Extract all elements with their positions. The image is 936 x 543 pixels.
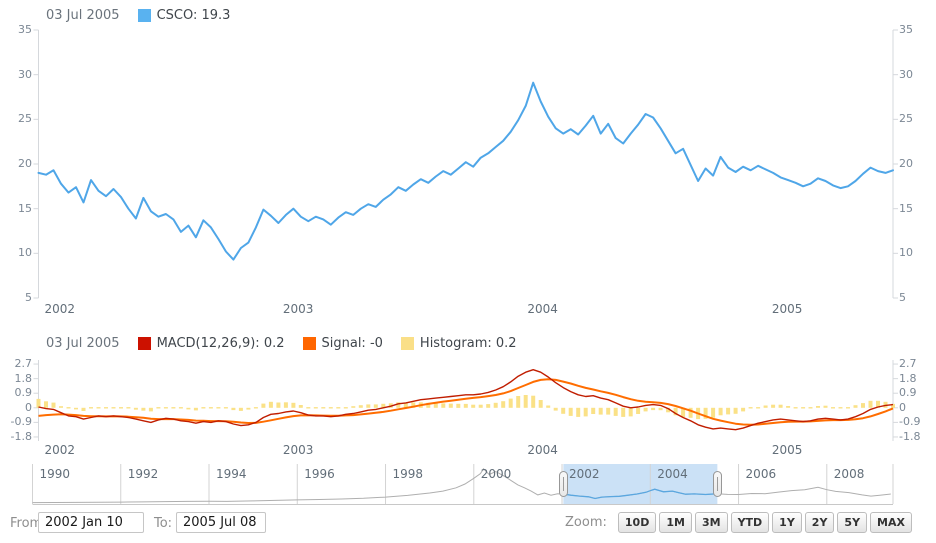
price-series-line: [37, 81, 894, 261]
scroller-year-label: 1992: [127, 467, 159, 481]
scroller-year-label: 2002: [569, 467, 600, 481]
histogram-series-swatch-icon: [400, 336, 414, 350]
csco-series-swatch-icon: [137, 8, 151, 22]
price-x-year-label: 2004: [527, 302, 558, 316]
macd-y-tick-label: 1.8: [14, 371, 33, 385]
macd-y-tick-label: 2.7: [14, 357, 33, 371]
macd-y-tick-label: -1.8: [899, 429, 921, 443]
price-legend: 03 Jul 2005 CSCO: 19.3: [46, 7, 248, 23]
macd-y-tick-label: 0: [899, 400, 906, 414]
macd-y-tick-label: 0.9: [899, 386, 917, 400]
macd-y-tick-label: -0.9: [899, 415, 921, 429]
macd-legend-signal: Signal: -0: [302, 335, 383, 351]
handle-grip-icon: [716, 477, 718, 491]
scroller-right-handle[interactable]: [712, 471, 722, 497]
macd-legend-label: MACD(12,26,9): 0.2: [156, 335, 285, 351]
scroller-year-label: 1990: [39, 467, 71, 481]
price-y-tick-label: 10: [899, 246, 913, 260]
price-legend-date: 03 Jul 2005: [46, 7, 120, 23]
macd-y-tick-label: -0.9: [10, 415, 32, 429]
zoom-button-ytd[interactable]: YTD: [730, 512, 770, 533]
zoom-button-3m[interactable]: 3M: [694, 512, 728, 533]
macd-y-tick-label: -1.8: [10, 429, 32, 443]
price-x-year-label: 2002: [44, 302, 76, 316]
zoom-button-1y[interactable]: 1Y: [772, 512, 802, 533]
histogram-bars: [36, 395, 895, 420]
price-legend-csco: CSCO: 19.3: [137, 7, 231, 23]
macd-legend-histogram: Histogram: 0.2: [400, 335, 517, 351]
macd-legend-macd: MACD(12,26,9): 0.2: [137, 335, 285, 351]
scroller-left-handle[interactable]: [558, 471, 568, 497]
to-date-input[interactable]: [176, 512, 266, 533]
price-x-year-label: 2003: [282, 302, 314, 316]
zoom-button-1m[interactable]: 1M: [659, 512, 692, 533]
price-y-tick-label: 5: [25, 291, 32, 304]
zoom-button-10d[interactable]: 10D: [617, 512, 657, 533]
signal-series-line: [38, 378, 894, 426]
zoom-label: Zoom:: [565, 515, 607, 530]
zoom-button-2y[interactable]: 2Y: [804, 512, 835, 533]
scroller-line: [32, 468, 891, 504]
price-y-tick-label: 30: [18, 67, 32, 81]
price-x-year-label: 2005: [771, 302, 803, 316]
signal-series-swatch-icon: [302, 336, 316, 350]
price-y-tick-label: 35: [899, 23, 913, 36]
price-y-tick-label: 15: [18, 201, 32, 215]
zoom-button-5y[interactable]: 5Y: [837, 512, 868, 533]
macd-legend-date: 03 Jul 2005: [46, 335, 120, 351]
histogram-legend-label: Histogram: 0.2: [419, 335, 517, 351]
macd-x-year-label: 2004: [527, 443, 558, 457]
zoom-buttons-group: 10D 1M 3M YTD 1Y 2Y 5Y MAX: [615, 512, 912, 533]
macd-y-tick-label: 0.9: [14, 386, 33, 400]
to-label: To:: [154, 516, 173, 531]
signal-legend-label: Signal: -0: [321, 335, 383, 351]
scroller-year-label: 2006: [745, 467, 777, 481]
handle-grip-icon: [562, 477, 564, 491]
scroller-year-label: 2004: [657, 467, 688, 481]
scroller-year-label: 1994: [216, 467, 247, 481]
macd-y-tick-label: 2.7: [899, 357, 917, 371]
macd-y-tick-label: 1.8: [899, 371, 917, 385]
price-y-tick-label: 20: [18, 157, 32, 170]
price-y-tick-label: 20: [899, 157, 913, 170]
price-y-tick-label: 35: [18, 23, 32, 36]
price-y-tick-label: 25: [899, 112, 913, 126]
price-y-tick-label: 15: [899, 201, 913, 215]
price-y-tick-label: 5: [899, 291, 906, 304]
price-y-tick-label: 30: [899, 67, 913, 81]
macd-x-year-label: 2005: [771, 443, 803, 457]
from-date-input[interactable]: [38, 512, 144, 533]
scroller-year-label: 2000: [480, 467, 512, 481]
macd-x-year-label: 2002: [44, 443, 76, 457]
macd-x-year-label: 2003: [282, 443, 314, 457]
macd-legend: 03 Jul 2005 MACD(12,26,9): 0.2 Signal: -…: [46, 335, 535, 351]
zoom-presets: Zoom: 10D 1M 3M YTD 1Y 2Y 5Y MAX: [565, 512, 912, 533]
csco-legend-label: CSCO: 19.3: [156, 7, 231, 23]
zoom-button-max[interactable]: MAX: [870, 512, 912, 533]
from-label: From:: [10, 516, 47, 531]
macd-series-line: [38, 369, 894, 431]
macd-series-swatch-icon: [137, 336, 151, 350]
price-y-tick-label: 10: [18, 246, 32, 260]
scroller-year-label: 2008: [833, 467, 865, 481]
price-y-tick-label: 25: [18, 112, 32, 126]
macd-y-tick-label: 0: [25, 400, 32, 414]
scroller-year-label: 1998: [392, 467, 424, 481]
scroller-year-label: 1996: [304, 467, 335, 481]
